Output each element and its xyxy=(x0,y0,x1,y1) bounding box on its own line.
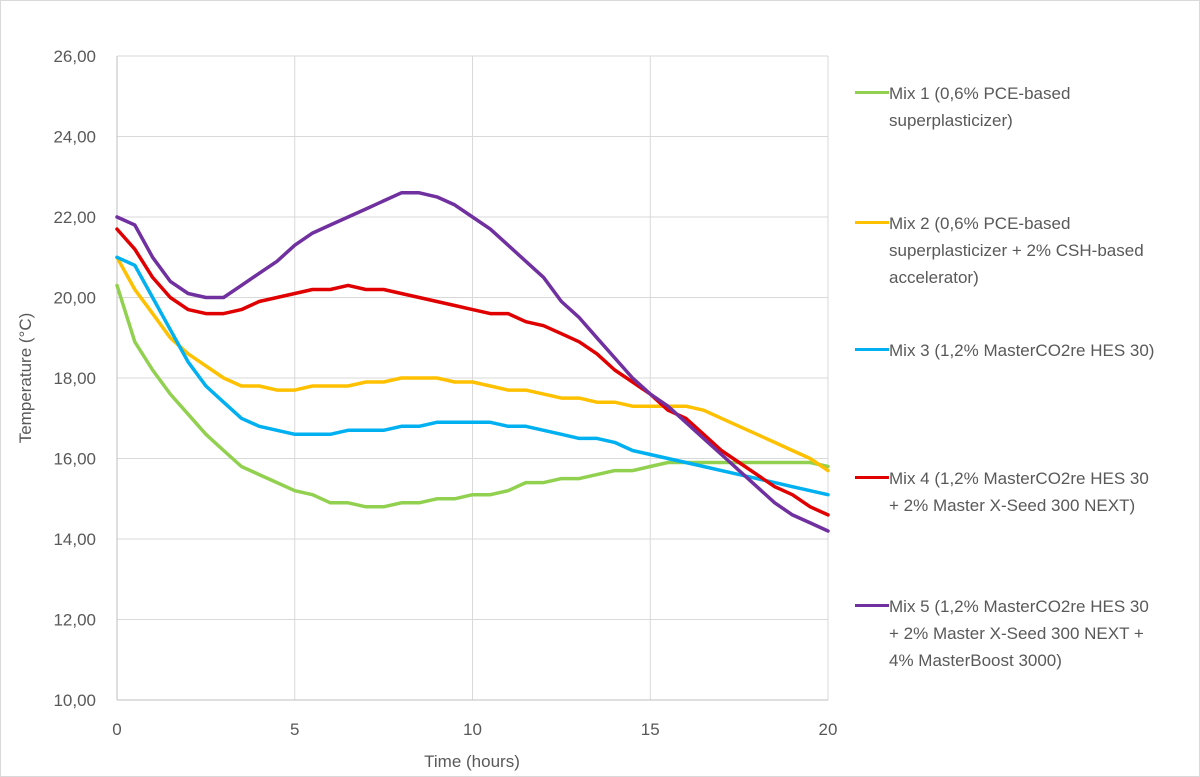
legend-swatch xyxy=(855,348,889,351)
y-tick-label: 26,00 xyxy=(53,47,96,66)
series-line-mix-3 xyxy=(115,255,830,497)
x-tick-label: 5 xyxy=(290,720,299,739)
x-tick-label: 10 xyxy=(463,720,482,739)
legend-item-mix-1: Mix 1 (0,6% PCE-based superplasticizer) xyxy=(855,80,1189,134)
y-tick-label: 10,00 xyxy=(53,691,96,710)
gridlines xyxy=(116,55,829,701)
x-axis-title: Time (hours) xyxy=(424,752,520,771)
series-line-mix-2 xyxy=(115,255,830,473)
x-tick-label: 15 xyxy=(641,720,660,739)
y-tick-label: 14,00 xyxy=(53,530,96,549)
legend-item-mix-2: Mix 2 (0,6% PCE-based superplasticizer +… xyxy=(855,210,1189,291)
series-line-mix-1 xyxy=(115,283,830,509)
legend-label: Mix 4 (1,2% MasterCO2re HES 30 + 2% Mast… xyxy=(889,469,1149,515)
y-tick-label: 22,00 xyxy=(53,208,96,227)
y-tick-label: 12,00 xyxy=(53,611,96,630)
x-axis-ticks: 0 5 10 15 20 xyxy=(112,720,837,739)
legend-item-mix-3: Mix 3 (1,2% MasterCO2re HES 30) xyxy=(855,337,1189,364)
series-line-mix-5 xyxy=(115,191,830,533)
legend-label: Mix 3 (1,2% MasterCO2re HES 30) xyxy=(889,341,1155,360)
series-line-mix-4 xyxy=(115,227,830,517)
y-tick-label: 20,00 xyxy=(53,289,96,308)
legend-item-mix-5: Mix 5 (1,2% MasterCO2re HES 30 + 2% Mast… xyxy=(855,593,1189,674)
x-tick-label: 20 xyxy=(819,720,838,739)
legend-swatch xyxy=(855,221,889,224)
y-tick-label: 16,00 xyxy=(53,450,96,469)
series-lines xyxy=(115,191,830,533)
x-tick-label: 0 xyxy=(112,720,121,739)
legend-label: Mix 1 (0,6% PCE-based superplasticizer) xyxy=(889,84,1071,130)
y-axis-ticks: 10,00 12,00 14,00 16,00 18,00 20,00 22,00 24,00… xyxy=(53,47,96,710)
legend-swatch xyxy=(855,476,889,479)
y-tick-label: 24,00 xyxy=(53,128,96,147)
y-axis-title: Temperature (°C) xyxy=(16,313,35,444)
legend-swatch xyxy=(855,604,889,607)
legend-swatch xyxy=(855,91,889,94)
legend-label: Mix 5 (1,2% MasterCO2re HES 30 + 2% Mast… xyxy=(889,597,1149,670)
legend-label: Mix 2 (0,6% PCE-based superplasticizer +… xyxy=(889,214,1144,287)
legend-item-mix-4: Mix 4 (1,2% MasterCO2re HES 30 + 2% Mast… xyxy=(855,465,1189,519)
y-tick-label: 18,00 xyxy=(53,369,96,388)
